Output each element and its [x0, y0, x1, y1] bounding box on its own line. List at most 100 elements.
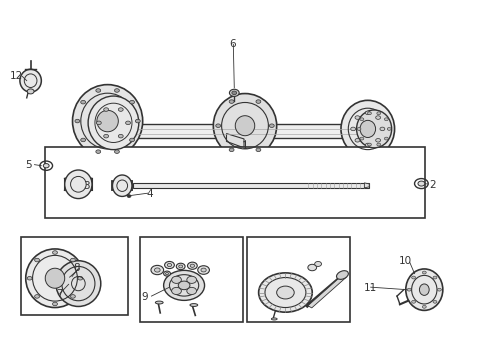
Circle shape	[176, 263, 185, 270]
Circle shape	[360, 118, 364, 121]
Circle shape	[357, 127, 361, 130]
Ellipse shape	[45, 268, 65, 288]
Text: 10: 10	[399, 256, 413, 266]
Circle shape	[187, 287, 196, 294]
Text: 12: 12	[9, 71, 23, 81]
Circle shape	[27, 276, 32, 280]
Ellipse shape	[88, 96, 139, 150]
Ellipse shape	[20, 69, 41, 92]
Circle shape	[412, 300, 416, 303]
Circle shape	[229, 100, 234, 103]
Text: 2: 2	[429, 180, 436, 190]
Circle shape	[151, 265, 164, 275]
Circle shape	[366, 143, 370, 147]
Circle shape	[71, 258, 75, 262]
Ellipse shape	[113, 175, 132, 197]
Circle shape	[229, 89, 239, 96]
Circle shape	[164, 271, 171, 276]
Circle shape	[229, 148, 234, 152]
Circle shape	[52, 302, 57, 306]
Polygon shape	[226, 134, 244, 148]
Text: 3: 3	[83, 181, 90, 191]
Ellipse shape	[73, 85, 143, 157]
Circle shape	[433, 300, 437, 303]
Circle shape	[97, 121, 101, 125]
Ellipse shape	[337, 271, 348, 279]
Circle shape	[135, 119, 140, 123]
Circle shape	[422, 305, 426, 308]
Circle shape	[256, 148, 261, 152]
Circle shape	[96, 150, 101, 153]
Circle shape	[127, 195, 131, 198]
Circle shape	[351, 127, 356, 131]
Circle shape	[418, 181, 425, 186]
Circle shape	[376, 139, 381, 142]
Circle shape	[256, 100, 261, 103]
Circle shape	[355, 116, 360, 119]
Circle shape	[387, 127, 391, 130]
Circle shape	[179, 265, 183, 268]
Bar	[99, 123, 365, 138]
Circle shape	[433, 276, 437, 279]
Circle shape	[35, 258, 40, 262]
Circle shape	[71, 294, 75, 298]
Circle shape	[130, 100, 134, 104]
Circle shape	[308, 264, 317, 271]
Circle shape	[377, 112, 381, 115]
Circle shape	[376, 116, 381, 119]
Ellipse shape	[26, 249, 84, 307]
Circle shape	[172, 276, 181, 283]
Text: 4: 4	[147, 189, 153, 199]
Text: 1: 1	[242, 141, 248, 151]
Circle shape	[178, 281, 190, 290]
Circle shape	[164, 270, 204, 300]
Text: 8: 8	[74, 263, 80, 273]
Bar	[247, 237, 350, 322]
Circle shape	[104, 108, 109, 111]
Circle shape	[422, 271, 426, 274]
Ellipse shape	[56, 261, 101, 306]
Text: 7: 7	[56, 289, 63, 298]
Ellipse shape	[406, 269, 443, 310]
Circle shape	[104, 134, 109, 138]
Bar	[45, 148, 425, 218]
Circle shape	[118, 108, 123, 111]
Circle shape	[384, 137, 388, 140]
Circle shape	[75, 119, 80, 123]
Circle shape	[366, 111, 370, 114]
Ellipse shape	[65, 170, 92, 199]
Circle shape	[78, 276, 83, 280]
Ellipse shape	[155, 301, 163, 304]
Ellipse shape	[360, 120, 375, 138]
Circle shape	[201, 268, 206, 272]
Circle shape	[130, 138, 134, 142]
Ellipse shape	[97, 111, 118, 132]
Circle shape	[166, 273, 169, 275]
Text: 5: 5	[25, 159, 31, 170]
Circle shape	[81, 138, 86, 142]
Circle shape	[188, 262, 197, 269]
Circle shape	[81, 100, 86, 104]
Circle shape	[380, 127, 385, 131]
Circle shape	[115, 150, 120, 153]
Text: 11: 11	[364, 283, 377, 293]
Circle shape	[270, 124, 274, 127]
Circle shape	[412, 276, 416, 279]
Circle shape	[232, 91, 237, 95]
Circle shape	[165, 261, 174, 269]
Circle shape	[198, 266, 209, 274]
Circle shape	[52, 251, 57, 254]
Ellipse shape	[357, 110, 392, 148]
Circle shape	[154, 268, 160, 272]
Circle shape	[216, 124, 220, 127]
Circle shape	[43, 163, 49, 168]
Circle shape	[115, 89, 120, 92]
Ellipse shape	[235, 116, 255, 136]
Bar	[140, 237, 243, 322]
Circle shape	[438, 288, 441, 291]
Bar	[21, 237, 128, 315]
Polygon shape	[365, 183, 369, 188]
Polygon shape	[308, 275, 346, 308]
Circle shape	[377, 143, 381, 146]
Bar	[133, 183, 369, 188]
